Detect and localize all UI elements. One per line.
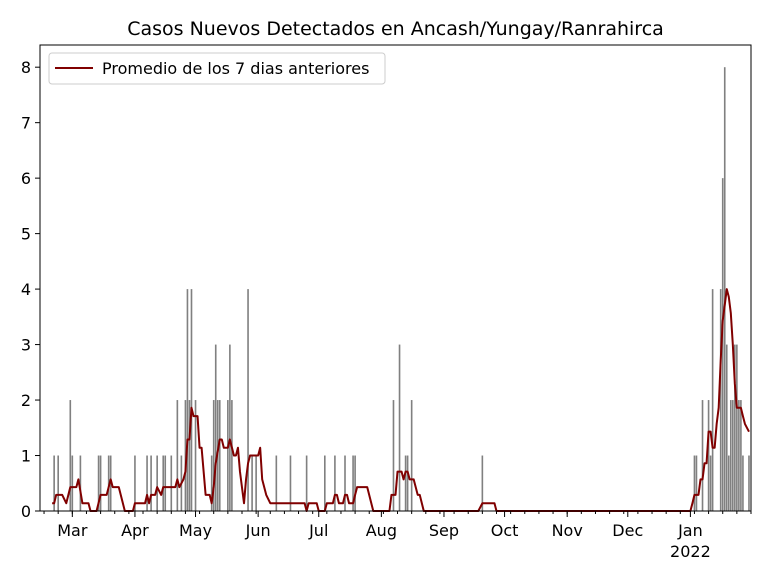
bar [736, 344, 738, 511]
y-tick-label: 3 [21, 336, 31, 355]
x-tick-label: Dec [612, 521, 643, 540]
x-tick-label: Jan [677, 521, 703, 540]
bar [97, 455, 100, 511]
bar [214, 344, 217, 511]
bar [156, 455, 158, 511]
bar [164, 455, 167, 511]
bar [275, 455, 278, 511]
bar [305, 455, 308, 511]
bar [227, 400, 229, 511]
series-line-average [52, 288, 750, 512]
bar [344, 455, 346, 511]
bar [255, 455, 257, 511]
bar [57, 455, 59, 511]
y-tick-label: 7 [21, 114, 31, 133]
bar [707, 400, 710, 511]
x-tick-label: Aug [366, 521, 397, 540]
bar [352, 455, 354, 511]
bar [229, 344, 231, 511]
bar [701, 400, 704, 511]
bar [184, 400, 187, 511]
bar [218, 400, 221, 511]
bar [732, 400, 734, 511]
bar [134, 455, 136, 511]
legend-label: Promedio de los 7 dias anteriores [102, 59, 369, 78]
legend-box [48, 52, 386, 85]
bar [719, 289, 722, 511]
bar [748, 455, 750, 511]
y-tick-label: 8 [21, 58, 31, 77]
chart-title: Casos Nuevos Detectados en Ancash/Yungay… [127, 18, 664, 40]
bar [334, 455, 336, 511]
bar [711, 289, 714, 511]
bar [186, 289, 189, 511]
bar [69, 400, 72, 511]
bar [727, 455, 730, 511]
bar [723, 67, 726, 511]
bar [398, 344, 401, 511]
x-tick-label: Apr [121, 521, 149, 540]
bar [170, 455, 173, 511]
x-tick-label: May [179, 521, 212, 540]
bar [740, 400, 742, 511]
x-tick-label: Jun [245, 521, 271, 540]
bar [99, 455, 102, 511]
bar [709, 455, 712, 511]
bar [289, 455, 292, 511]
bar [693, 455, 696, 511]
y-tick-label: 1 [21, 447, 31, 466]
bar [53, 455, 55, 511]
bar [190, 289, 193, 511]
bar [742, 455, 744, 511]
x-tick-label: Jul [308, 521, 328, 540]
bar [210, 455, 213, 511]
bar [410, 400, 413, 511]
bar [695, 455, 698, 511]
bar [406, 455, 409, 511]
plot-area: 0 1 2 3 4 5 6 7 8 Mar Apr May Jun Jul Aug Sep Oct Nov Dec J… [21, 44, 752, 561]
y-tick-label: 2 [21, 391, 31, 410]
bar [392, 400, 395, 511]
y-tick-label: 0 [21, 502, 31, 521]
y-tick-label: 6 [21, 169, 31, 188]
y-tick-label: 5 [21, 225, 31, 244]
bar [721, 178, 724, 511]
x-tick-label: Oct [491, 521, 519, 540]
bar [176, 400, 179, 511]
legend: Promedio de los 7 dias anteriores [48, 52, 386, 85]
bar [194, 400, 197, 511]
x-tick-label: Sep [429, 521, 459, 540]
bar [79, 455, 82, 511]
bar [251, 455, 253, 511]
bar [71, 455, 74, 511]
bar [212, 400, 215, 511]
bar [725, 344, 728, 511]
bar [738, 400, 740, 511]
bar [247, 289, 249, 511]
bar [734, 344, 736, 511]
bar [162, 455, 165, 511]
x-tick-label: Mar [57, 521, 88, 540]
bar [481, 455, 484, 511]
bar [150, 455, 152, 511]
axes-frame [39, 44, 752, 512]
bar [231, 400, 233, 511]
bar [146, 455, 148, 511]
bar [729, 400, 732, 511]
bar [324, 455, 326, 511]
x-tick-label: Nov [552, 521, 583, 540]
x-tick-sublabel: 2022 [670, 542, 711, 561]
bar [188, 400, 191, 511]
bar [404, 455, 407, 511]
y-tick-label: 4 [21, 280, 31, 299]
bar [354, 455, 356, 511]
